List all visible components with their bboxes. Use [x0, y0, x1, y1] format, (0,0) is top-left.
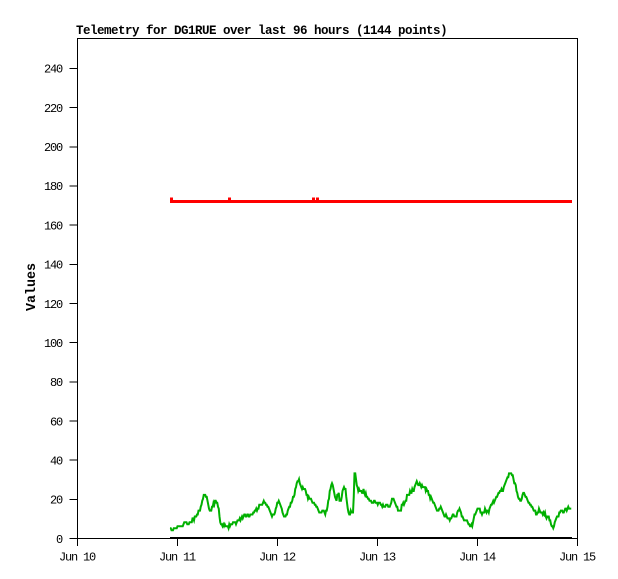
svg-text:Jun 13: Jun 13	[359, 551, 396, 565]
svg-text:Telemetry for DG1RUE over last: Telemetry for DG1RUE over last 96 hours …	[76, 24, 447, 38]
svg-text:80: 80	[50, 376, 63, 390]
svg-text:200: 200	[44, 141, 63, 155]
svg-text:220: 220	[44, 102, 63, 116]
svg-text:Values: Values	[25, 263, 40, 311]
svg-text:160: 160	[44, 219, 63, 233]
svg-text:240: 240	[44, 63, 63, 77]
svg-text:Jun 15: Jun 15	[559, 551, 596, 565]
svg-text:Jun 11: Jun 11	[159, 551, 196, 565]
svg-text:Jun 12: Jun 12	[259, 551, 296, 565]
svg-text:0: 0	[56, 533, 63, 547]
svg-text:100: 100	[44, 337, 63, 351]
svg-text:40: 40	[50, 454, 63, 468]
svg-text:180: 180	[44, 180, 63, 194]
svg-text:60: 60	[50, 415, 63, 429]
svg-text:Jun 14: Jun 14	[459, 551, 496, 565]
svg-text:20: 20	[50, 494, 63, 508]
svg-text:Jun 10: Jun 10	[59, 551, 96, 565]
svg-text:140: 140	[44, 259, 63, 273]
svg-text:120: 120	[44, 298, 63, 312]
